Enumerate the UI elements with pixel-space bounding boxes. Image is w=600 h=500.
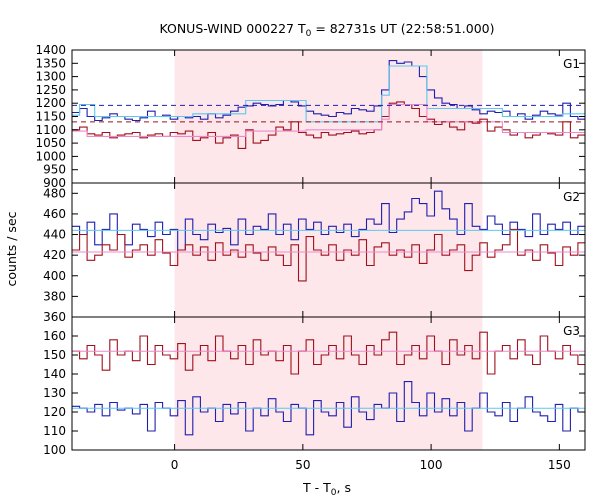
y-tick-label: 1400 [35, 43, 66, 57]
chart-title-main: KONUS-WIND 000227 T [159, 21, 305, 36]
x-tick-label: 100 [420, 458, 443, 472]
y-tick-label: 1350 [35, 56, 66, 70]
y-tick-label: 1050 [35, 136, 66, 150]
shaded-interval [174, 317, 483, 450]
y-tick-label: 1150 [35, 110, 66, 124]
y-tick-label: 480 [43, 186, 66, 200]
y-tick-label: 160 [43, 329, 66, 343]
y-tick-label: 1300 [35, 70, 66, 84]
series-g1-light-blue-step [72, 65, 585, 123]
x-axis-label: T - T0, s [302, 480, 351, 498]
panel-label: G3 [563, 324, 580, 338]
y-tick-label: 120 [43, 405, 66, 419]
series-g1-pink-step [72, 103, 585, 137]
y-tick-label: 100 [43, 443, 66, 457]
panel-frame [71, 316, 586, 451]
panels-group: 9009501000105011001150120012501300135014… [35, 43, 586, 472]
x-axis-label-subscript: 0 [331, 488, 337, 498]
y-tick-label: 150 [43, 348, 66, 362]
chart-title-subscript: 0 [306, 29, 312, 39]
chart-title: KONUS-WIND 000227 T0 = 82731s UT (22:58:… [159, 21, 494, 39]
y-tick-label: 1200 [35, 96, 66, 110]
y-tick-label: 380 [43, 289, 66, 303]
y-tick-label: 130 [43, 386, 66, 400]
series-g3-dark-red-step [72, 331, 585, 375]
y-axis-label: counts / sec [4, 211, 19, 286]
panel-g2: 360 380 400 420 440 460 480 G2 [43, 182, 586, 324]
y-tick-label: 900 [43, 176, 66, 190]
series-g2-dark-red-step [72, 228, 585, 282]
y-tick-label: 110 [43, 424, 66, 438]
panel-label: G2 [563, 190, 580, 204]
y-tick-label: 420 [43, 248, 66, 262]
y-tick-label: 360 [43, 310, 66, 324]
x-tick-label: 150 [548, 458, 571, 472]
y-tick-label: 400 [43, 269, 66, 283]
y-tick-label: 1250 [35, 83, 66, 97]
y-tick-label: 1000 [35, 149, 66, 163]
x-tick-label: 50 [295, 458, 310, 472]
x-axis-label-rest: , s [337, 480, 351, 495]
series-g2-dark-blue-step [72, 190, 585, 251]
panel-g3: 100 110 120 130 140 150 160 G3 0 50 100 150 [43, 316, 586, 472]
panel-label: G1 [563, 57, 580, 71]
series-g1-dark-red-step [72, 101, 585, 149]
y-tick-label: 1100 [35, 123, 66, 137]
y-tick-label: 950 [43, 163, 66, 177]
y-tick-label: 140 [43, 367, 66, 381]
panel-g1: 9009501000105011001150120012501300135014… [35, 43, 586, 190]
y-tick-label: 440 [43, 228, 66, 242]
y-tick-label: 460 [43, 207, 66, 221]
x-tick-label: 0 [171, 458, 179, 472]
x-axis-label-main: T - T [302, 480, 331, 495]
chart-title-rest: = 82731s UT (22:58:51.000) [311, 21, 494, 36]
